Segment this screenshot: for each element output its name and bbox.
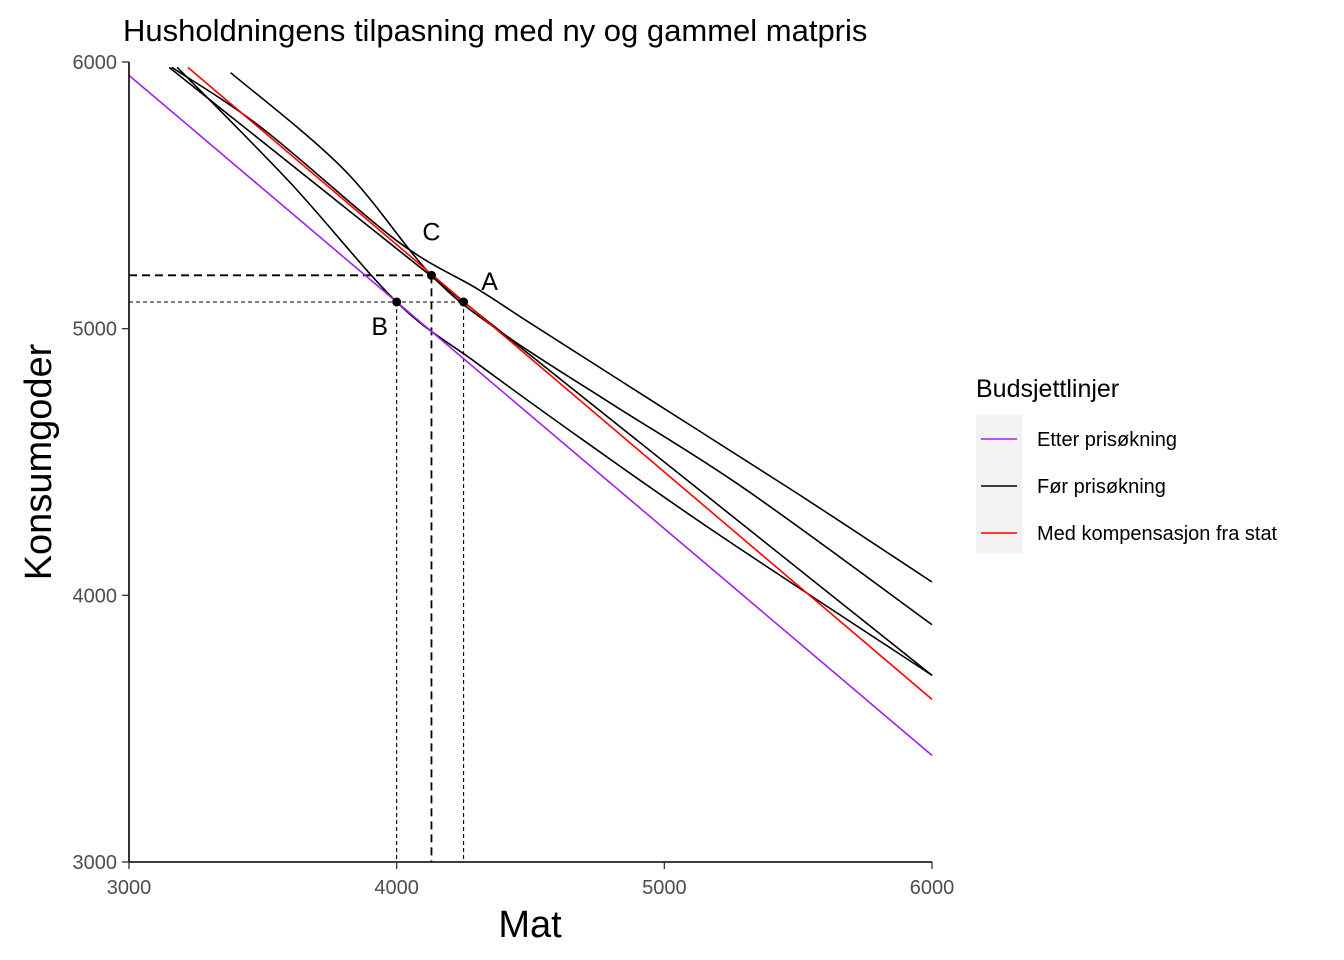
legend-entry-label: Før prisøkning (1037, 476, 1166, 498)
y-tick-label: 6000 (73, 52, 118, 74)
legend: Budsjettlinjer Etter prisøkning Før prisø… (976, 375, 1278, 553)
x-ticks: 3000 4000 5000 6000 (107, 862, 955, 899)
indifference-curve-3 (176, 66, 933, 676)
legend-entry-label: Etter prisøkning (1037, 429, 1177, 451)
legend-entry-label: Med kompensasjon fra stat (1037, 523, 1278, 545)
x-tick-label: 3000 (107, 877, 152, 899)
x-tick-label: 6000 (910, 877, 955, 899)
y-tick-label: 3000 (73, 852, 118, 874)
indifference-curve-1 (171, 66, 933, 583)
point-c (426, 270, 436, 280)
y-ticks: 3000 4000 5000 6000 (73, 52, 129, 874)
chart-title: Husholdningens tilpasning med ny og gamm… (123, 13, 867, 48)
budget-line-2 (168, 66, 933, 676)
point-label-b: B (371, 313, 388, 341)
y-tick-label: 5000 (73, 319, 118, 341)
x-axis-title: Mat (498, 904, 562, 946)
point-b (392, 297, 402, 307)
budget-line-1 (128, 74, 933, 756)
legend-key-background (976, 415, 1022, 553)
plot-area: A B C (128, 66, 933, 862)
point-a (459, 297, 469, 307)
indifference-curve-2 (230, 72, 933, 626)
x-tick-label: 5000 (642, 877, 687, 899)
point-label-a: A (481, 268, 498, 296)
y-axis-title: Konsumgoder (18, 343, 60, 580)
legend-title: Budsjettlinjer (976, 375, 1119, 403)
y-tick-label: 4000 (73, 585, 118, 607)
budget-line-3 (187, 66, 933, 700)
point-label-c: C (422, 218, 440, 246)
x-tick-label: 4000 (374, 877, 419, 899)
